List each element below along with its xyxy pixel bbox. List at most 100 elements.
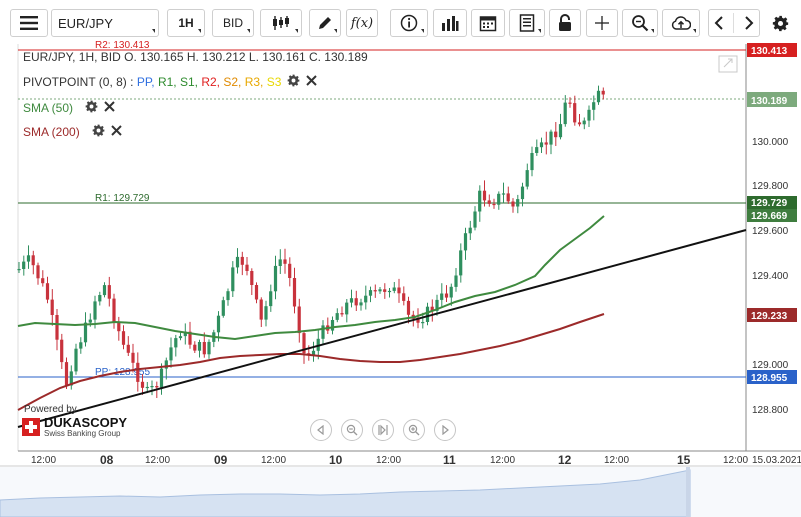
pivot-item-r1: R1, [157,75,180,89]
candle-body [544,142,548,145]
time-label: 11 [443,453,456,467]
candle-body [406,300,411,315]
candle-body [264,306,268,320]
reset-icon [378,424,388,436]
scroll-right-button[interactable] [434,419,456,441]
pivot-separator: : [126,75,137,89]
candle-body [112,298,116,323]
ohlc-text: EUR/JPY, 1H, BID O. 130.165 H. 130.212 L… [23,50,368,64]
info-button[interactable] [390,9,428,37]
candle-body [482,190,487,201]
lock-button[interactable] [549,9,581,37]
sma200-remove-icon[interactable] [110,125,122,139]
candle-body [349,298,354,303]
candle-body [487,200,491,204]
candle-body [440,293,444,300]
candle-body [155,386,159,388]
triangle-left-icon [317,425,324,435]
chart-type-button[interactable] [260,9,302,37]
candle-body [378,289,382,292]
candle-body [321,325,325,339]
candle-body [136,362,140,382]
candle-body [231,267,235,292]
candle-body [392,287,396,291]
candle-body [202,342,206,355]
chevron-left-icon[interactable] [713,16,725,30]
candle-body [582,120,586,125]
sma50-legend: SMA (50) [23,100,115,116]
indicators-button[interactable]: f(x) [346,9,378,37]
sma200-label: SMA (200) [23,125,80,139]
candle-body [463,233,468,251]
candle-body [468,227,472,234]
brand-name: DUKASCOPY [44,415,128,430]
chevron-right-icon[interactable] [743,16,755,30]
price-tag-pp: 128.955 [747,370,797,384]
ohlc-legend: EUR/JPY, 1H, BID O. 130.165 H. 130.212 L… [23,50,368,64]
candle-body [117,322,121,332]
period-label: 1H [178,16,194,30]
settings-button[interactable] [772,15,789,35]
sma50-remove-icon[interactable] [104,101,115,115]
candle-body [335,313,339,320]
candle-body [587,109,591,121]
candle-body [221,300,225,316]
volume-button[interactable] [433,9,467,37]
period-select[interactable]: 1H [167,9,205,37]
zoom-in-button[interactable] [403,419,425,441]
news-button[interactable] [509,9,545,37]
candle-body [69,371,73,386]
reset-view-button[interactable] [372,419,394,441]
price-tick: 130.000 [752,137,789,148]
zoom-button[interactable] [622,9,658,37]
side-select[interactable]: BID [212,9,254,37]
candle-body [278,259,282,266]
candle-body [596,90,601,103]
sma50-settings-icon[interactable] [85,100,98,116]
dropdown-caret-icon [421,29,424,33]
sma200-settings-icon[interactable] [92,124,105,140]
scroll-left-button[interactable] [310,419,332,441]
draw-button[interactable] [309,9,341,37]
crosshair-button[interactable] [586,9,618,37]
instrument-select[interactable]: EUR/JPY [51,9,159,37]
candles-icon [273,16,289,30]
candle-body [449,286,453,298]
brand-subtitle: Swiss Banking Group [44,429,121,438]
calendar-button[interactable] [471,9,505,37]
candle-body [283,259,287,264]
price-tick: 129.600 [752,226,789,237]
candle-body [535,147,539,153]
upload-button[interactable] [662,9,700,37]
price-tick: 128.800 [752,405,789,416]
pivot-settings-icon[interactable] [287,74,300,90]
candle-body [573,103,577,123]
pencil-icon [319,17,331,29]
candle-body [83,322,88,343]
pivot-item-pp: PP, [136,75,158,89]
pivot-legend: PIVOTPOINT (0, 8) : PP, R1, S1, R2, S2, … [23,74,318,90]
sma200-line [17,313,605,411]
menu-button[interactable] [10,9,48,37]
candle-body [22,261,26,269]
candlestick-series [17,85,605,398]
candle-body [511,201,515,207]
time-label: 12:00 [490,455,515,466]
candle-body [121,331,126,345]
swiss-cross-logo [22,418,40,436]
zoom-out-button[interactable] [341,419,363,441]
navigator[interactable] [0,467,801,517]
candle-body [387,290,392,293]
instrument-label: EUR/JPY [58,15,113,31]
pivot-remove-icon[interactable] [306,75,318,89]
candle-body [340,313,344,315]
candle-body [416,318,420,323]
candle-body [577,122,582,125]
candle-body [226,291,230,301]
expand-icon[interactable] [718,55,738,73]
candle-body [530,153,534,171]
candle-body [563,102,567,125]
trendline[interactable] [17,229,747,428]
sma200-legend: SMA (200) [23,124,122,140]
